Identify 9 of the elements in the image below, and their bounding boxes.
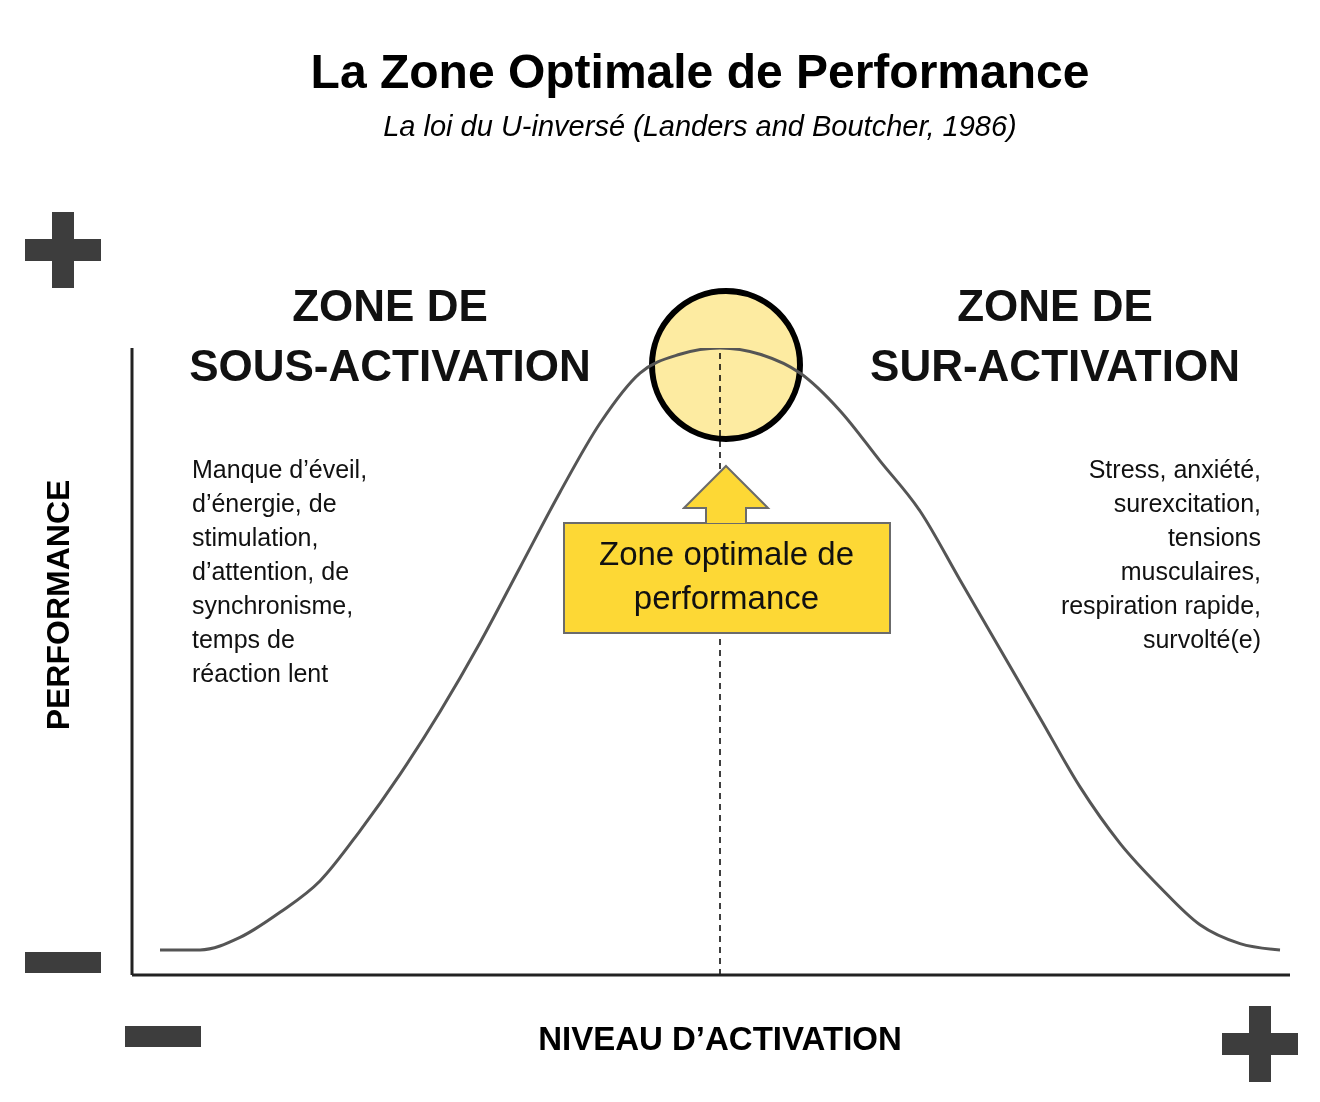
chart-subtitle: La loi du U-inversé (Landers and Boutcher, 1986) bbox=[382, 110, 1018, 143]
x-axis-title: NIVEAU D’ACTIVATION bbox=[537, 1020, 903, 1058]
chart-title: La Zone Optimale de Performance bbox=[309, 44, 1091, 99]
annotation: Stress, anxiété, surexcitation, tensions musculaires, respiration rapide, survolté(e) bbox=[1059, 454, 1261, 655]
annotation: ZONE DE SOUS-ACTIVATION bbox=[188, 280, 592, 392]
annotation: ZONE DE SUR-ACTIVATION bbox=[869, 280, 1241, 392]
annotation: Manque d’éveil, d’énergie, de stimulation, d’attention, de synchronisme, temps de réaction lent bbox=[192, 454, 368, 689]
annotation: Zone optimale de performance bbox=[598, 534, 855, 618]
y-axis-title: PERFORMANCE bbox=[39, 479, 77, 731]
